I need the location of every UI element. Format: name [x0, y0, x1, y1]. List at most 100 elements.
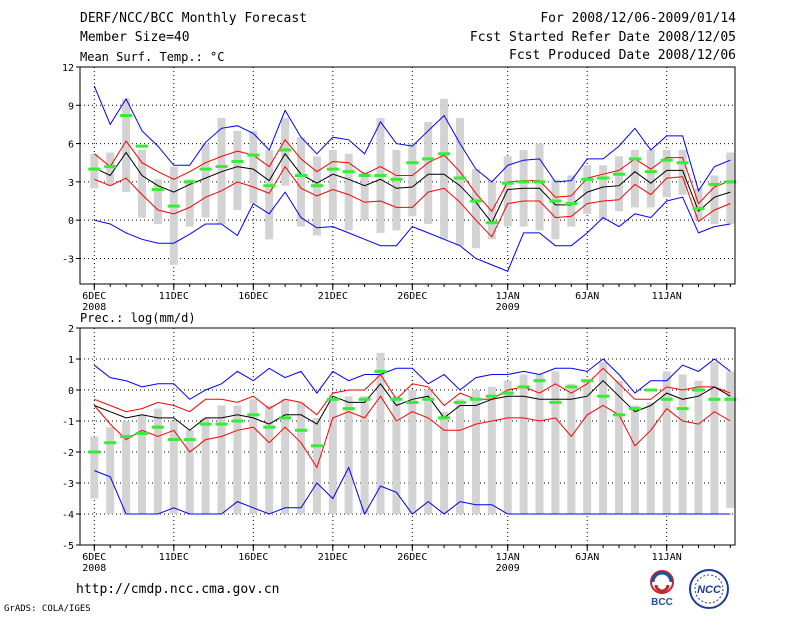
panel1-box-12	[265, 149, 274, 240]
panel2-box-9	[217, 405, 226, 514]
panel2-xtick-year-0: 2008	[82, 563, 106, 574]
panel2-frame	[79, 327, 736, 546]
panel2-xtick-label-5: 1JAN	[496, 552, 520, 563]
panel1-marker-27	[501, 181, 514, 185]
panel2-box-12	[265, 405, 274, 514]
panel2-marker-28	[517, 385, 530, 389]
panel2-upper-outer-line	[93, 358, 731, 400]
panel1-xtick-label-1: 11DEC	[159, 291, 189, 302]
panel2-marker-16	[326, 397, 339, 401]
panel2-box-16	[328, 399, 337, 514]
panel1-box-3	[122, 98, 131, 193]
panel1-box-18	[360, 171, 369, 221]
panel2-marker-10	[231, 419, 244, 423]
panel2-marker-32	[581, 379, 594, 383]
panel2-marker-7	[183, 438, 196, 442]
panel2-marker-38	[676, 407, 689, 411]
panel1-marker-36	[644, 170, 657, 174]
panel2-marker-40	[708, 397, 721, 401]
panel2-ytick-label-7: 2	[68, 324, 74, 335]
panel2-ytick-label-4: -1	[62, 417, 74, 428]
panel2-marker-5	[151, 425, 164, 429]
panel1-marker-32	[581, 177, 594, 181]
source-url[interactable]: http://cmdp.ncc.cma.gov.cn	[76, 582, 280, 597]
grads-credit: GrADS: COLA/IGES	[4, 604, 91, 614]
panel1-marker-4	[136, 144, 149, 148]
panel1-xtick-label-4: 26DEC	[397, 291, 427, 302]
panel1-marker-35	[628, 157, 641, 161]
panel1-marker-23	[438, 152, 451, 156]
panel2-marker-17	[342, 407, 355, 411]
svg-text:NCC: NCC	[697, 584, 722, 596]
panel1-marker-7	[183, 180, 196, 184]
panel2-box-37	[662, 371, 671, 514]
panel1-box-8	[201, 143, 210, 218]
panel1-ytick-label-3: 6	[68, 140, 74, 151]
panel1-marker-22	[422, 157, 435, 161]
panel1-marker-18	[358, 174, 371, 177]
panel2-marker-1	[88, 450, 101, 454]
panel2-ytick-label-3: -2	[62, 448, 74, 459]
panel2-box-25	[471, 390, 480, 514]
panel2-marker-34	[613, 413, 626, 417]
panel1-marker-11	[247, 153, 260, 157]
panel2-marker-3	[120, 435, 133, 438]
panel1-xtick-label-0: 6DEC	[82, 291, 106, 302]
panel2-marker-33	[597, 394, 610, 398]
panel2-marker-2	[104, 441, 117, 445]
panel1-marker-9	[215, 165, 228, 169]
panel2-box-34	[615, 380, 624, 514]
panel1-marker-28	[517, 180, 530, 184]
panel1-marker-14	[295, 174, 308, 177]
panel2-xtick-label-1: 11DEC	[159, 552, 189, 563]
panel2-box-33	[599, 362, 608, 514]
panel2-box-18	[360, 396, 369, 514]
panel1-xtick-label-5: 1JAN	[496, 291, 520, 302]
panel1-xtick-label-2: 16DEC	[238, 291, 268, 302]
panel1-ytick-label-4: 9	[68, 101, 74, 112]
panel2-marker-25	[469, 397, 482, 401]
panel2-box-35	[630, 405, 639, 514]
panel2-box-32	[583, 380, 592, 514]
panel1-marker-12	[263, 184, 276, 188]
panel1-box-10	[233, 130, 242, 210]
panel2-marker-11	[247, 413, 260, 417]
panel2-box-10	[233, 405, 242, 514]
panel2-xtick-year-5: 2009	[496, 563, 520, 574]
panel1-box-35	[630, 149, 639, 208]
panel1-marker-5	[151, 188, 164, 192]
panel1-upper-outer-line	[93, 85, 731, 192]
panel1-box-29	[535, 143, 544, 231]
panel1-box-5	[153, 179, 162, 225]
forecast-period: For 2008/12/06-2009/01/14	[540, 11, 736, 26]
panel2-marker-27	[501, 391, 514, 395]
panel1-marker-31	[565, 202, 578, 206]
panel1-xtick-label-3: 21DEC	[318, 291, 348, 302]
panel1-marker-39	[692, 207, 705, 211]
panel2-box-6	[169, 421, 178, 514]
panel2-box-13	[281, 399, 290, 514]
panel1-box-30	[551, 179, 560, 240]
panel1-upper-inner-line	[93, 138, 731, 213]
panel2-marker-39	[692, 388, 705, 392]
chart-title: DERF/NCC/BCC Monthly Forecast	[80, 11, 307, 26]
panel1-xtick-label-6: 6JAN	[575, 291, 599, 302]
panel1-marker-21	[406, 161, 419, 165]
panel2-box-27	[503, 380, 512, 514]
panel1-marker-20	[390, 177, 403, 181]
panel2-ytick-label-5: 0	[68, 386, 74, 397]
panel2-xtick-label-0: 6DEC	[82, 552, 106, 563]
panel2-box-8	[201, 417, 210, 514]
panel1-marker-13	[279, 148, 292, 152]
panel2-box-40	[710, 362, 719, 514]
panel1-ytick-label-0: -3	[62, 254, 74, 265]
panel2-box-1	[90, 436, 99, 499]
panel1-box-32	[583, 165, 592, 214]
panel2-box-2	[106, 427, 115, 514]
panel2-ytick-label-0: -5	[62, 541, 74, 552]
panel1-box-31	[567, 175, 576, 227]
panel1-marker-16	[326, 167, 339, 171]
panel1-marker-8	[199, 167, 212, 171]
panel2-box-22	[424, 390, 433, 514]
panel2-ytick-label-6: 1	[68, 355, 74, 366]
